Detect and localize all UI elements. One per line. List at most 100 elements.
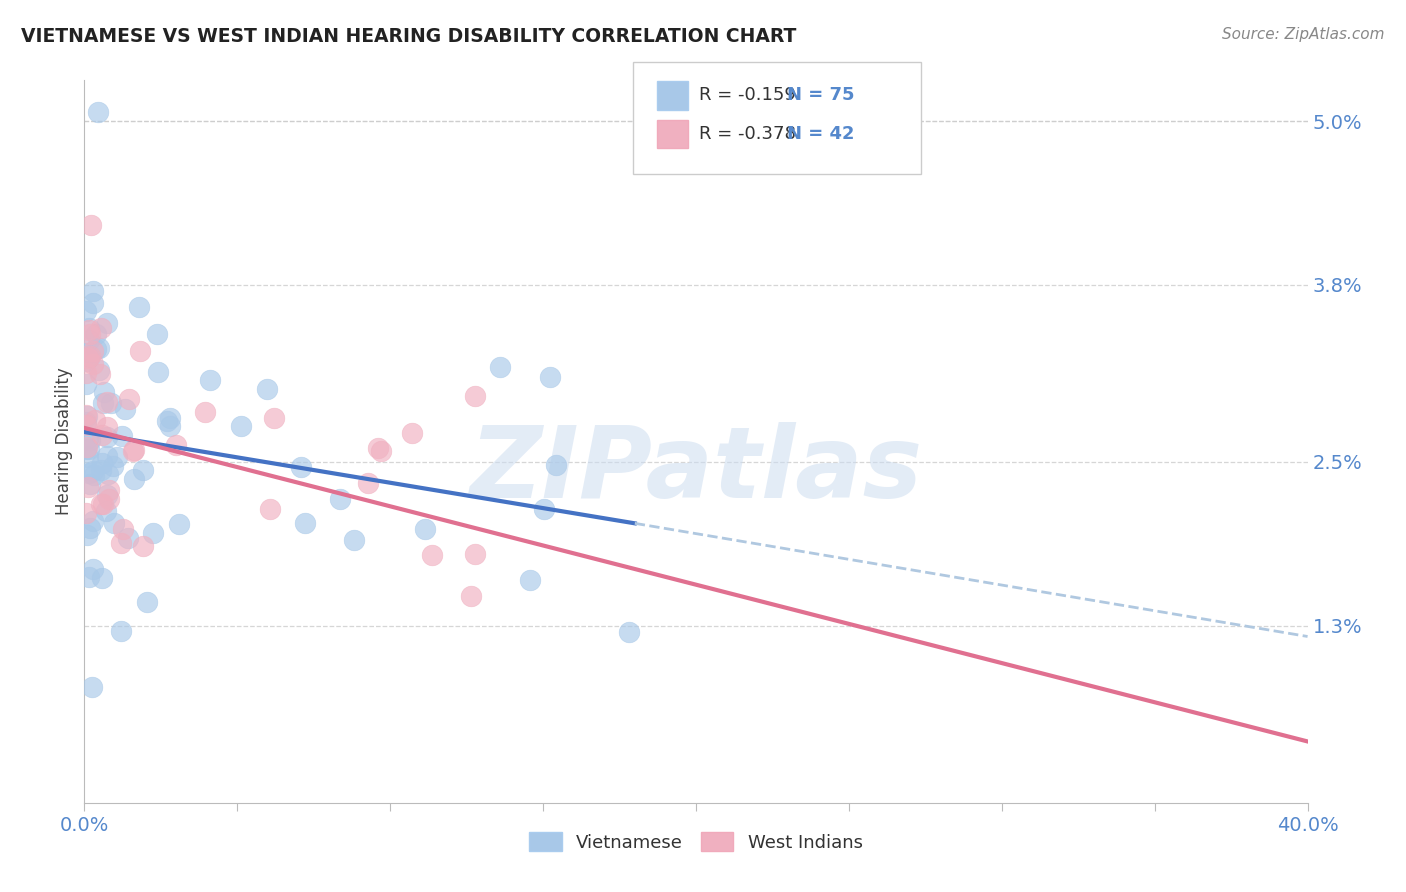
Point (96, 488, 118, 502)
Point (97, 483, 120, 498)
Text: R = -0.378: R = -0.378 (699, 125, 796, 143)
Text: ZIPatlas: ZIPatlas (470, 422, 922, 519)
Point (146, 326, 169, 341)
Point (76, 527, 98, 541)
Point (533, 502, 555, 516)
Point (256, 382, 278, 396)
Point (79, 350, 101, 364)
Point (200, 373, 222, 387)
Point (75, 442, 97, 457)
Point (117, 531, 139, 545)
Point (93, 384, 115, 399)
Point (80, 680, 103, 694)
Point (91, 456, 114, 470)
Y-axis label: Hearing Disability: Hearing Disability (55, 368, 73, 516)
Point (122, 472, 145, 486)
Point (229, 418, 252, 433)
Point (82, 284, 104, 298)
Point (77, 431, 100, 445)
Point (101, 459, 124, 474)
Point (89, 367, 111, 381)
Point (122, 442, 145, 457)
Point (76, 409, 98, 423)
Point (75, 345, 97, 359)
Point (90, 428, 112, 442)
Point (83, 412, 105, 426)
Point (75, 354, 97, 368)
Point (77, 333, 100, 347)
Point (77, 569, 100, 583)
Point (77, 467, 100, 481)
Point (132, 462, 155, 476)
Point (76, 450, 98, 464)
Point (96, 430, 118, 444)
Point (87, 105, 110, 120)
Point (75, 366, 97, 380)
Point (82, 295, 104, 310)
Point (84, 342, 107, 356)
Point (617, 625, 640, 640)
Point (79, 433, 101, 447)
Text: Source: ZipAtlas.com: Source: ZipAtlas.com (1222, 27, 1385, 42)
Point (159, 418, 181, 433)
Point (343, 533, 366, 547)
Point (111, 522, 134, 536)
Point (82, 357, 104, 371)
Point (93, 497, 115, 511)
Point (103, 516, 125, 530)
Point (132, 539, 155, 553)
Point (159, 411, 181, 425)
Point (329, 492, 352, 507)
Point (146, 365, 169, 379)
Point (194, 404, 217, 418)
Point (135, 595, 157, 609)
Point (519, 573, 541, 587)
Legend: Vietnamese, West Indians: Vietnamese, West Indians (522, 824, 870, 859)
Point (75, 409, 97, 423)
Point (538, 370, 561, 384)
Point (76, 480, 98, 494)
Point (80, 218, 103, 232)
Text: N = 75: N = 75 (787, 87, 855, 104)
Point (79, 442, 101, 456)
Point (156, 414, 179, 428)
Point (110, 535, 132, 549)
Point (460, 590, 482, 604)
Point (82, 464, 104, 478)
Point (82, 514, 104, 528)
Point (114, 401, 136, 416)
Point (290, 460, 312, 475)
Point (128, 300, 150, 314)
Text: VIETNAMESE VS WEST INDIAN HEARING DISABILITY CORRELATION CHART: VIETNAMESE VS WEST INDIAN HEARING DISABI… (21, 27, 796, 45)
Point (110, 624, 132, 638)
Point (96, 504, 118, 518)
Point (79, 520, 101, 534)
Point (91, 396, 114, 410)
Point (90, 320, 112, 334)
Point (82, 562, 104, 576)
Point (75, 377, 97, 392)
Point (165, 437, 187, 451)
Point (79, 327, 101, 342)
Point (294, 516, 316, 531)
Point (96, 419, 118, 434)
Point (96, 316, 118, 330)
Point (75, 418, 97, 433)
Point (90, 463, 112, 477)
Point (96, 394, 118, 409)
Point (79, 476, 101, 491)
Point (75, 416, 97, 430)
Point (77, 351, 100, 366)
Point (413, 522, 436, 536)
Point (100, 396, 122, 410)
Point (82, 344, 104, 359)
Point (401, 426, 423, 441)
Point (96, 467, 118, 481)
Point (89, 497, 111, 511)
Point (464, 389, 486, 403)
Point (84, 327, 107, 342)
Text: R = -0.159: R = -0.159 (699, 87, 796, 104)
Point (367, 441, 389, 455)
Point (142, 526, 165, 541)
Point (96, 449, 118, 463)
